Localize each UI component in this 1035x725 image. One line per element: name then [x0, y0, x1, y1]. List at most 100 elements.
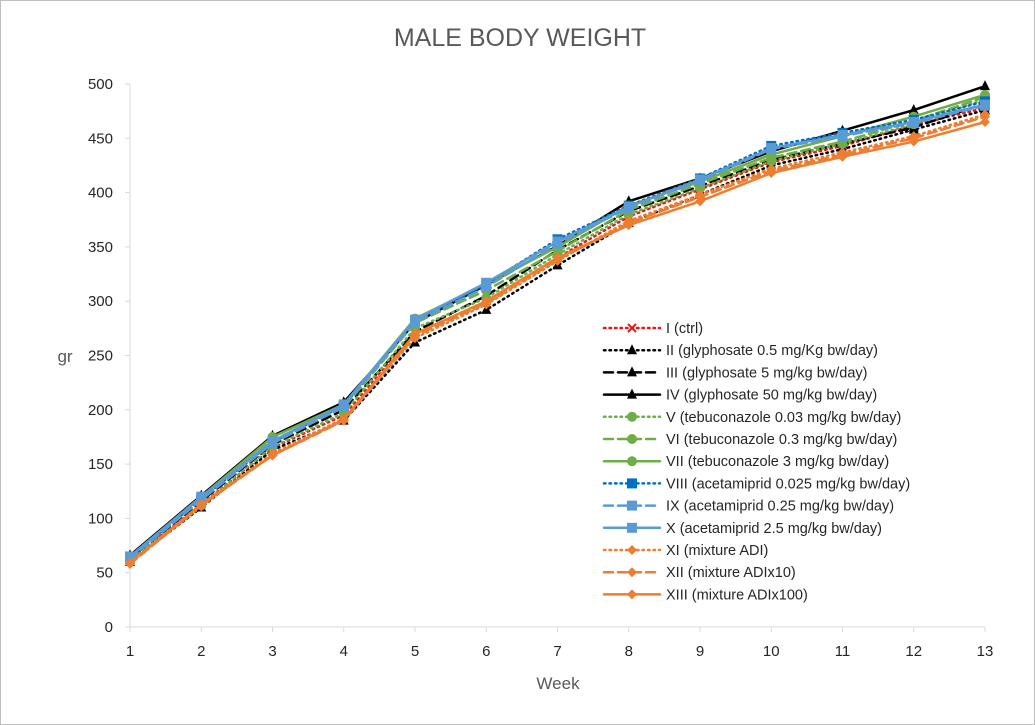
legend-marker: [627, 567, 637, 578]
series-2: [125, 104, 990, 566]
legend-item: VII (tebuconazole 3 mg/kg bw/day): [602, 454, 889, 470]
series-10: [125, 99, 990, 562]
y-tick-label: 200: [88, 402, 113, 419]
legend-marker: [627, 545, 637, 555]
y-tick-label: 150: [88, 456, 113, 473]
data-point: [766, 143, 777, 154]
y-tick-label: 400: [88, 185, 113, 202]
series-line: [128, 113, 987, 565]
legend-marker: [627, 456, 637, 467]
legend-marker: [627, 366, 637, 377]
legend-item: II (glyphosate 0.5 mg/Kg bw/day): [602, 343, 878, 359]
legend-marker: [627, 323, 637, 333]
legend-label: III (glyphosate 5 mg/kg bw/day): [666, 365, 868, 381]
data-point: [410, 314, 420, 325]
data-point: [125, 557, 135, 568]
legend-marker: [627, 411, 637, 422]
legend-label: II (glyphosate 0.5 mg/Kg bw/day): [666, 343, 878, 359]
data-point: [908, 117, 919, 128]
series-9: [125, 100, 990, 564]
data-point: [125, 551, 135, 562]
legend-marker: [627, 388, 637, 399]
series-1: [125, 103, 990, 565]
data-point: [837, 130, 848, 141]
legend-marker: [627, 344, 637, 355]
legend-item: IV (glyphosate 50 mg/kg bw/day): [602, 388, 877, 404]
data-point: [267, 436, 278, 447]
data-point: [980, 117, 990, 128]
series-13: [125, 117, 990, 568]
legend-item: XI (mixture ADI): [602, 543, 768, 559]
data-point: [410, 328, 420, 339]
data-point: [908, 136, 919, 147]
data-point: [980, 111, 990, 122]
data-point: [267, 450, 278, 461]
data-point: [980, 80, 990, 91]
x-tick-label: 11: [835, 643, 851, 660]
x-tick-label: 6: [482, 643, 490, 660]
x-tick-label: 2: [197, 643, 205, 660]
y-tick-label: 500: [88, 76, 113, 93]
legend-label: VIII (acetamiprid 0.025 mg/kg bw/day): [666, 476, 910, 492]
data-point: [837, 151, 848, 162]
legend-label: VI (tebuconazole 0.3 mg/kg bw/day): [666, 432, 897, 448]
series-line: [128, 115, 987, 566]
series-5: [125, 94, 990, 566]
y-tick-label: 450: [88, 130, 113, 147]
legend-item: IX (acetamiprid 0.25 mg/kg bw/day): [602, 499, 894, 515]
data-point: [196, 499, 207, 510]
legend-item: VI (tebuconazole 0.3 mg/kg bw/day): [602, 432, 897, 448]
legend: I (ctrl) II (glyphosate 0.5 mg/Kg bw/day)…: [602, 321, 910, 603]
x-tick-label: 12: [905, 643, 922, 660]
x-tick-label: 1: [126, 643, 134, 660]
legend-marker: [627, 478, 637, 489]
x-axis: 1 2 3 4 5 6 7 8 9 10 11 12 13: [126, 626, 994, 660]
legend-label: X (acetamiprid 2.5 mg/kg bw/day): [666, 521, 882, 537]
legend-item: XII (mixture ADIx10): [602, 565, 796, 581]
data-point: [481, 296, 492, 307]
legend-label: I (ctrl): [666, 321, 703, 337]
x-tick-label: 8: [625, 643, 633, 660]
data-point: [552, 252, 563, 263]
y-tick-label: 250: [88, 348, 113, 365]
data-point: [623, 201, 634, 212]
series-layer: [125, 80, 990, 570]
data-point: [338, 414, 349, 425]
legend-label: XIII (mixture ADIx100): [666, 587, 808, 603]
legend-marker: [627, 589, 637, 600]
x-tick-label: 10: [763, 643, 780, 660]
y-axis-label: gr: [57, 347, 72, 366]
data-point: [552, 236, 563, 247]
series-8: [125, 96, 990, 563]
legend-label: XII (mixture ADIx10): [666, 565, 796, 581]
legend-label: V (tebuconazole 0.03 mg/kg bw/day): [666, 410, 901, 426]
data-point: [338, 399, 349, 410]
y-tick-label: 100: [88, 510, 113, 527]
legend-item: I (ctrl): [602, 321, 703, 337]
data-point: [695, 174, 705, 185]
data-point: [766, 168, 777, 179]
legend-item: XIII (mixture ADIx100): [602, 587, 808, 603]
legend-marker: [627, 500, 637, 511]
y-tick-label: 350: [88, 239, 113, 256]
legend-marker: [627, 434, 637, 444]
y-tick-label: 50: [96, 565, 113, 582]
x-tick-label: 5: [411, 643, 419, 660]
data-point: [695, 196, 705, 207]
data-point: [908, 104, 919, 115]
legend-marker: [627, 522, 637, 533]
legend-label: IV (glyphosate 50 mg/kg bw/day): [666, 388, 877, 404]
x-tick-label: 4: [340, 643, 348, 660]
y-tick-label: 300: [88, 293, 113, 310]
data-point: [623, 220, 634, 231]
legend-label: IX (acetamiprid 0.25 mg/kg bw/day): [666, 499, 894, 515]
x-tick-label: 13: [977, 643, 994, 660]
data-point: [196, 491, 207, 502]
legend-label: XI (mixture ADI): [666, 543, 768, 559]
legend-item: X (acetamiprid 2.5 mg/kg bw/day): [602, 521, 882, 537]
legend-item: VIII (acetamiprid 0.025 mg/kg bw/day): [602, 476, 910, 492]
series-3: [125, 97, 990, 563]
legend-item: III (glyphosate 5 mg/kg bw/day): [602, 365, 868, 381]
